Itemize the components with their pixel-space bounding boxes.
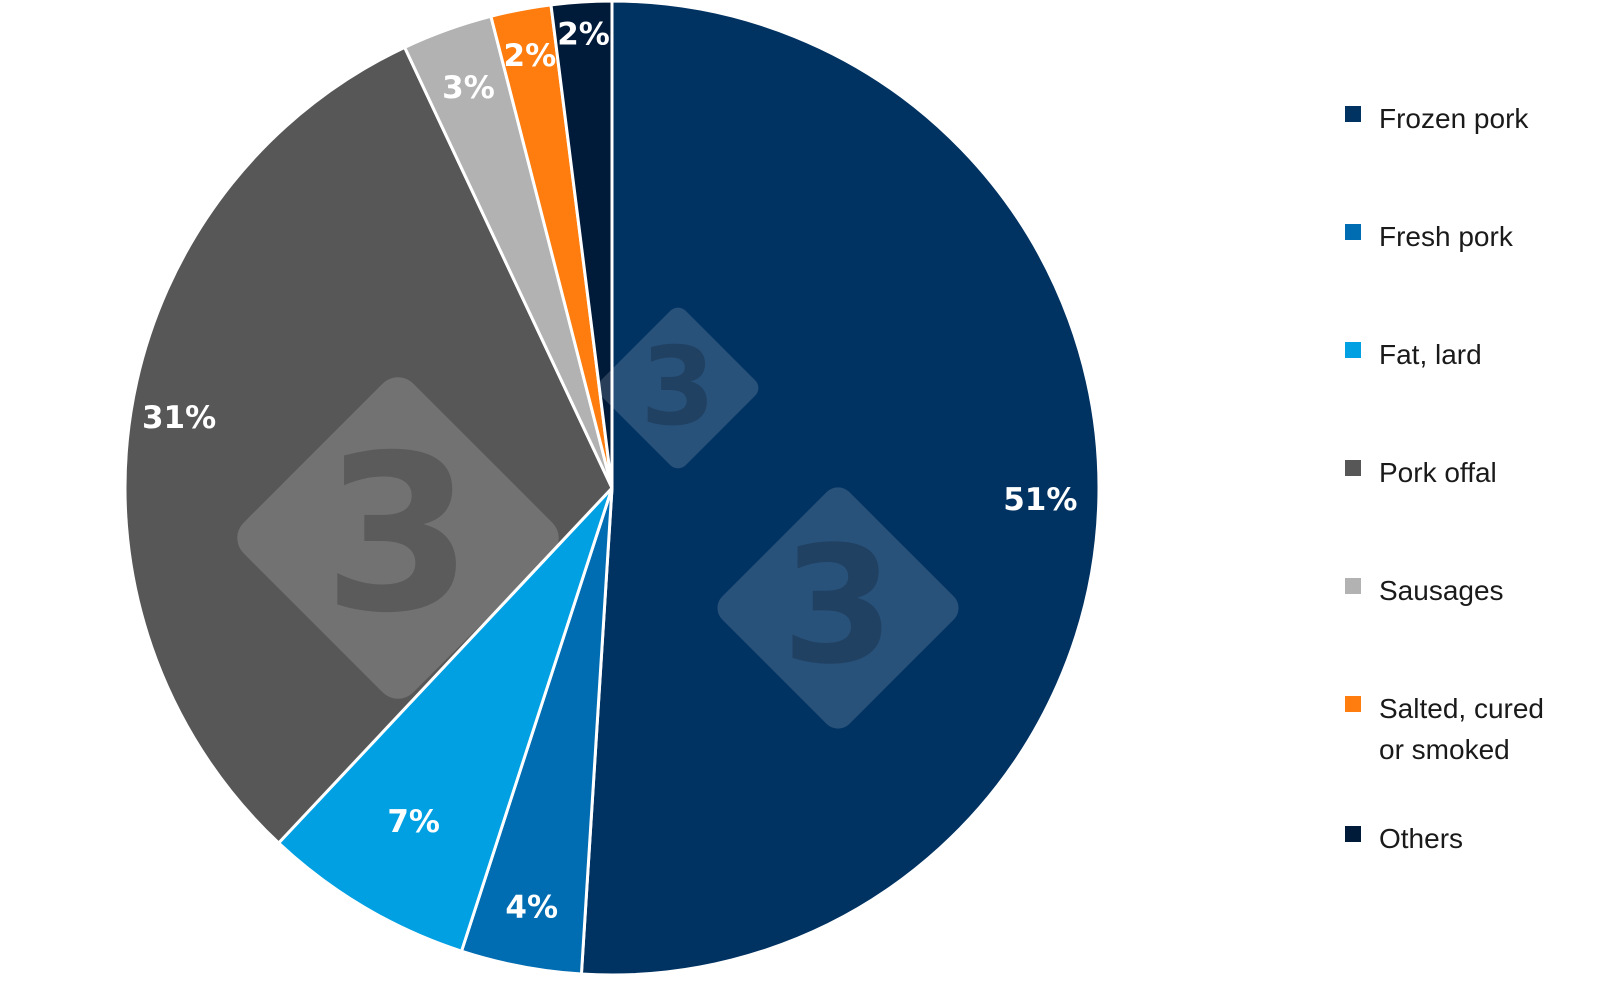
legend-swatch xyxy=(1345,342,1361,358)
data-label-sausages: 3% xyxy=(442,70,495,106)
data-label-fresh-pork: 4% xyxy=(505,889,558,925)
chart-legend: Frozen pork Fresh pork Fat, lard Pork offal… xyxy=(1345,0,1595,985)
legend-item-salted-cured-or-smoked: Salted, cured or smoked xyxy=(1345,688,1589,770)
legend-swatch xyxy=(1345,224,1361,240)
pie-data-labels: 51%4%7%31%3%2%2% xyxy=(142,16,1077,925)
pie-slice-others xyxy=(549,0,614,490)
legend-swatch xyxy=(1345,106,1361,122)
pie-slice-pork-offal xyxy=(123,45,614,845)
legend-swatch xyxy=(1345,460,1361,476)
legend-item-sausages: Sausages xyxy=(1345,570,1589,611)
legend-swatch xyxy=(1345,826,1361,842)
legend-label: Salted, cured or smoked xyxy=(1379,693,1544,765)
legend-label: Fresh pork xyxy=(1379,221,1513,252)
pie-chart: 3 33 51%4%7%31%3%2%2% xyxy=(123,0,1101,977)
legend-label: Fat, lard xyxy=(1379,339,1482,370)
data-label-salted-cured-or-smoked: 2% xyxy=(504,38,557,74)
legend-item-pork-offal: Pork offal xyxy=(1345,452,1589,493)
pie-slice-frozen-pork xyxy=(579,0,1101,977)
pie-slices xyxy=(123,0,1101,977)
legend-label: Pork offal xyxy=(1379,457,1497,488)
legend-item-others: Others xyxy=(1345,818,1589,859)
data-label-fat-lard: 7% xyxy=(387,804,440,840)
data-label-pork-offal: 31% xyxy=(142,400,216,436)
data-label-frozen-pork: 51% xyxy=(1003,482,1077,518)
legend-item-frozen-pork: Frozen pork xyxy=(1345,98,1589,139)
legend-label: Others xyxy=(1379,823,1464,854)
legend-swatch xyxy=(1345,578,1361,594)
legend-item-fat-lard: Fat, lard xyxy=(1345,334,1589,375)
data-label-others: 2% xyxy=(557,16,610,52)
legend-item-fresh-pork: Fresh pork xyxy=(1345,216,1589,257)
legend-swatch xyxy=(1345,696,1361,712)
legend-label: Sausages xyxy=(1379,575,1504,606)
legend-label: Frozen pork xyxy=(1379,103,1529,134)
pie-slice-fat-lard xyxy=(277,486,614,953)
